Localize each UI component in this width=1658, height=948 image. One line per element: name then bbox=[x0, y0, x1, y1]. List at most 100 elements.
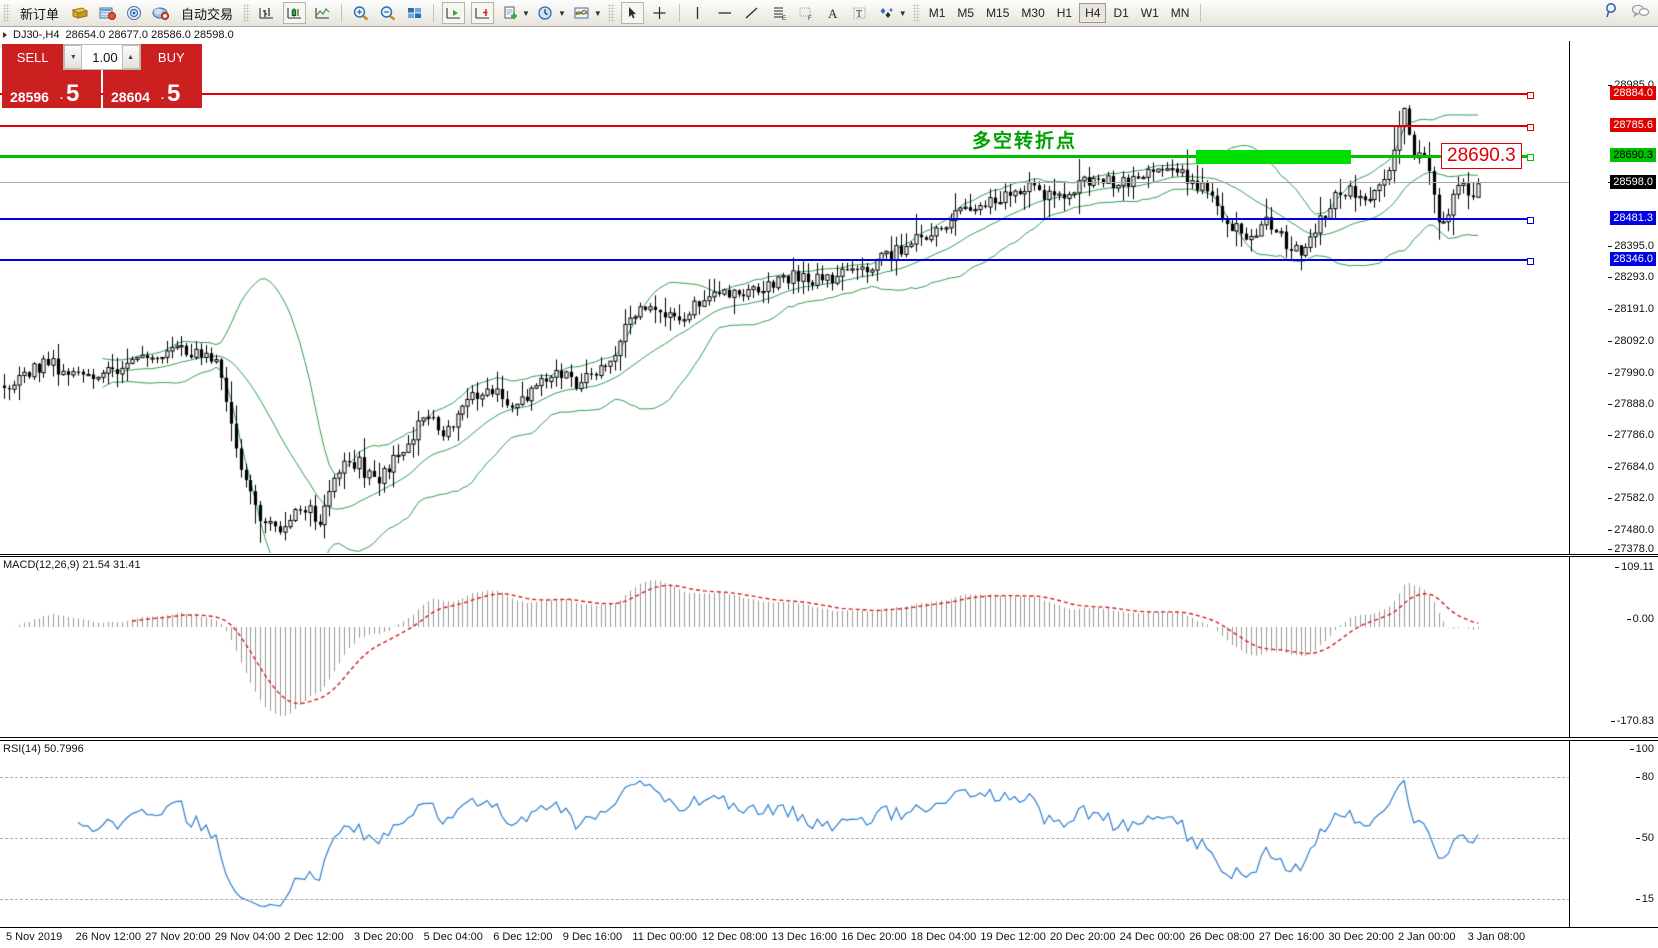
main-toolbar: 新订单 自动交易 bbox=[0, 0, 1658, 27]
macd-pane[interactable]: MACD(12,26,9) 21.54 31.41 109.11 0.00 -1… bbox=[0, 556, 1658, 738]
buy-price-fraction: 5 bbox=[167, 80, 181, 107]
resistance-line-28884[interactable] bbox=[0, 92, 1534, 99]
toolbar-grip-3[interactable] bbox=[607, 4, 615, 22]
toolbar-grip-2[interactable] bbox=[243, 4, 251, 22]
toolbar-separator-1 bbox=[341, 4, 343, 22]
buy-price-cell[interactable]: 28604 . 5 bbox=[103, 70, 202, 108]
volume-value[interactable]: 1.00 bbox=[92, 49, 118, 65]
horizontal-line-button[interactable] bbox=[712, 1, 739, 25]
vertical-line-button[interactable] bbox=[685, 1, 712, 25]
market-watch-icon[interactable] bbox=[93, 1, 120, 25]
time-axis-label: 27 Nov 20:00 bbox=[145, 931, 211, 943]
toolbar-grip[interactable] bbox=[3, 4, 10, 22]
new-order-button[interactable]: 新订单 bbox=[13, 1, 66, 25]
timeframe-d1[interactable]: D1 bbox=[1113, 6, 1129, 20]
y-tick: 27684.0 bbox=[1608, 461, 1654, 473]
price-axis[interactable]: 28985.0 28598.0 28395.0 28293.0 28191.0 … bbox=[1569, 41, 1658, 555]
price-label-last[interactable]: 28598.0 bbox=[1610, 175, 1656, 189]
buy-button[interactable]: BUY bbox=[140, 44, 202, 70]
candlestick-chart-button[interactable] bbox=[280, 1, 309, 25]
rsi-level-80-line bbox=[0, 777, 1570, 778]
time-axis-label: 3 Dec 20:00 bbox=[354, 931, 414, 943]
data-window-icon[interactable] bbox=[147, 1, 174, 25]
y-tick: 28293.0 bbox=[1608, 271, 1654, 283]
timeframe-m15[interactable]: M15 bbox=[986, 6, 1010, 20]
macd-plot-area[interactable]: MACD(12,26,9) 21.54 31.41 bbox=[0, 557, 1658, 737]
resistance-line-28785[interactable] bbox=[0, 124, 1534, 131]
support-line-28346[interactable] bbox=[0, 258, 1534, 265]
shift-end-button[interactable] bbox=[439, 1, 468, 25]
volume-increment-button[interactable]: ▲ bbox=[121, 45, 140, 69]
y-tick: 27378.0 bbox=[1608, 543, 1654, 555]
chart-symbol-label: DJ30-,H4 bbox=[13, 28, 60, 41]
timeframe-m1[interactable]: M1 bbox=[928, 6, 946, 20]
search-icon[interactable] bbox=[1604, 2, 1621, 24]
auto-trading-button[interactable]: 自动交易 bbox=[174, 1, 240, 25]
rsi-pane[interactable]: RSI(14) 50.7996 100 80 50 15 bbox=[0, 740, 1658, 930]
sell-price-integer: 28596 bbox=[10, 89, 49, 105]
templates-button[interactable]: ▼ bbox=[569, 1, 605, 25]
navigator-icon[interactable] bbox=[120, 1, 147, 25]
price-plot-area[interactable]: 多空转折点 28690.3 bbox=[0, 41, 1658, 554]
trendline-button[interactable] bbox=[739, 1, 766, 25]
time-axis-label: 24 Dec 00:00 bbox=[1119, 931, 1186, 943]
equidistant-channel-button[interactable]: F bbox=[793, 1, 820, 25]
time-axis-label: 5 Nov 2019 bbox=[6, 931, 63, 943]
timeframe-m5[interactable]: M5 bbox=[957, 6, 975, 20]
toolbar-grip-4[interactable] bbox=[912, 4, 920, 22]
timeframe-m30[interactable]: M30 bbox=[1021, 6, 1045, 20]
volume-input[interactable]: ▼ 1.00 ▲ bbox=[63, 44, 141, 70]
price-label-resistance-2[interactable]: 28785.6 bbox=[1610, 118, 1656, 132]
chat-icon[interactable] bbox=[1631, 3, 1650, 24]
crosshair-button[interactable] bbox=[647, 1, 674, 25]
profiles-icon[interactable] bbox=[66, 1, 93, 25]
macd-y-tick-max: 109.11 bbox=[1615, 561, 1654, 573]
chevron-down-icon: ▼ bbox=[522, 8, 530, 18]
price-tag-callout[interactable]: 28690.3 bbox=[1441, 143, 1522, 169]
time-axis-label: 16 Dec 20:00 bbox=[841, 931, 907, 943]
tile-windows-button[interactable] bbox=[401, 1, 428, 25]
text-button[interactable]: A bbox=[820, 1, 847, 25]
support-line-28481[interactable] bbox=[0, 217, 1534, 224]
line-handle[interactable] bbox=[1527, 92, 1534, 99]
shapes-button[interactable]: ▼ bbox=[874, 1, 910, 25]
line-handle-3[interactable] bbox=[1527, 154, 1534, 161]
line-handle-2[interactable] bbox=[1527, 124, 1534, 131]
timeframe-mn[interactable]: MN bbox=[1170, 6, 1190, 20]
chart-ohlc-values: 28654.0 28677.0 28586.0 28598.0 bbox=[65, 28, 234, 41]
sell-price-cell[interactable]: 28596 . 5 bbox=[2, 70, 101, 108]
line-handle-4[interactable] bbox=[1527, 217, 1534, 224]
time-axis-label: 20 Dec 20:00 bbox=[1050, 931, 1116, 943]
chevron-down-icon-2: ▼ bbox=[557, 8, 566, 18]
volume-decrement-button[interactable]: ▼ bbox=[64, 45, 83, 69]
price-label-resistance-1[interactable]: 28884.0 bbox=[1610, 86, 1656, 100]
timeframe-h1[interactable]: H1 bbox=[1056, 6, 1073, 20]
price-chart-pane[interactable]: 多空转折点 28690.3 28985.0 28598.0 28395.0 28… bbox=[0, 41, 1658, 555]
zoom-out-button[interactable] bbox=[374, 1, 401, 25]
fibonacci-button[interactable]: E bbox=[766, 1, 793, 25]
highlight-rectangle[interactable] bbox=[1196, 150, 1351, 164]
timeframe-h4[interactable]: H4 bbox=[1079, 3, 1107, 23]
timeframe-w1[interactable]: W1 bbox=[1140, 6, 1159, 20]
toolbar-separator-3 bbox=[678, 4, 680, 22]
rsi-plot-area[interactable]: RSI(14) 50.7996 bbox=[0, 741, 1658, 929]
pivot-line-28690[interactable] bbox=[0, 154, 1534, 161]
rsi-axis: 100 80 50 15 bbox=[1569, 741, 1658, 929]
sell-button[interactable]: SELL bbox=[2, 44, 64, 70]
one-click-trading-panel[interactable]: SELL ▼ 1.00 ▲ BUY 28596 . 5 28604 . 5 bbox=[2, 44, 202, 108]
line-chart-button[interactable] bbox=[309, 1, 336, 25]
chart-annotation-text[interactable]: 多空转折点 bbox=[972, 131, 1078, 152]
line-handle-5[interactable] bbox=[1527, 258, 1534, 265]
price-label-support-2[interactable]: 28346.0 bbox=[1610, 252, 1656, 266]
expand-icon[interactable] bbox=[3, 31, 7, 38]
period-button[interactable]: ▼ bbox=[533, 1, 569, 25]
indicators-button[interactable]: ▼ bbox=[497, 1, 533, 25]
time-axis[interactable]: 5 Nov 2019 26 Nov 12:00 27 Nov 20:00 29 Nov… bbox=[0, 927, 1658, 948]
price-label-support-1[interactable]: 28481.3 bbox=[1610, 211, 1656, 225]
text-label-button[interactable]: T bbox=[847, 1, 874, 25]
price-label-pivot[interactable]: 28690.3 bbox=[1610, 148, 1656, 162]
auto-scroll-button[interactable] bbox=[468, 1, 497, 25]
cursor-button[interactable] bbox=[618, 1, 647, 25]
zoom-in-button[interactable] bbox=[347, 1, 374, 25]
bar-chart-button[interactable] bbox=[253, 1, 280, 25]
